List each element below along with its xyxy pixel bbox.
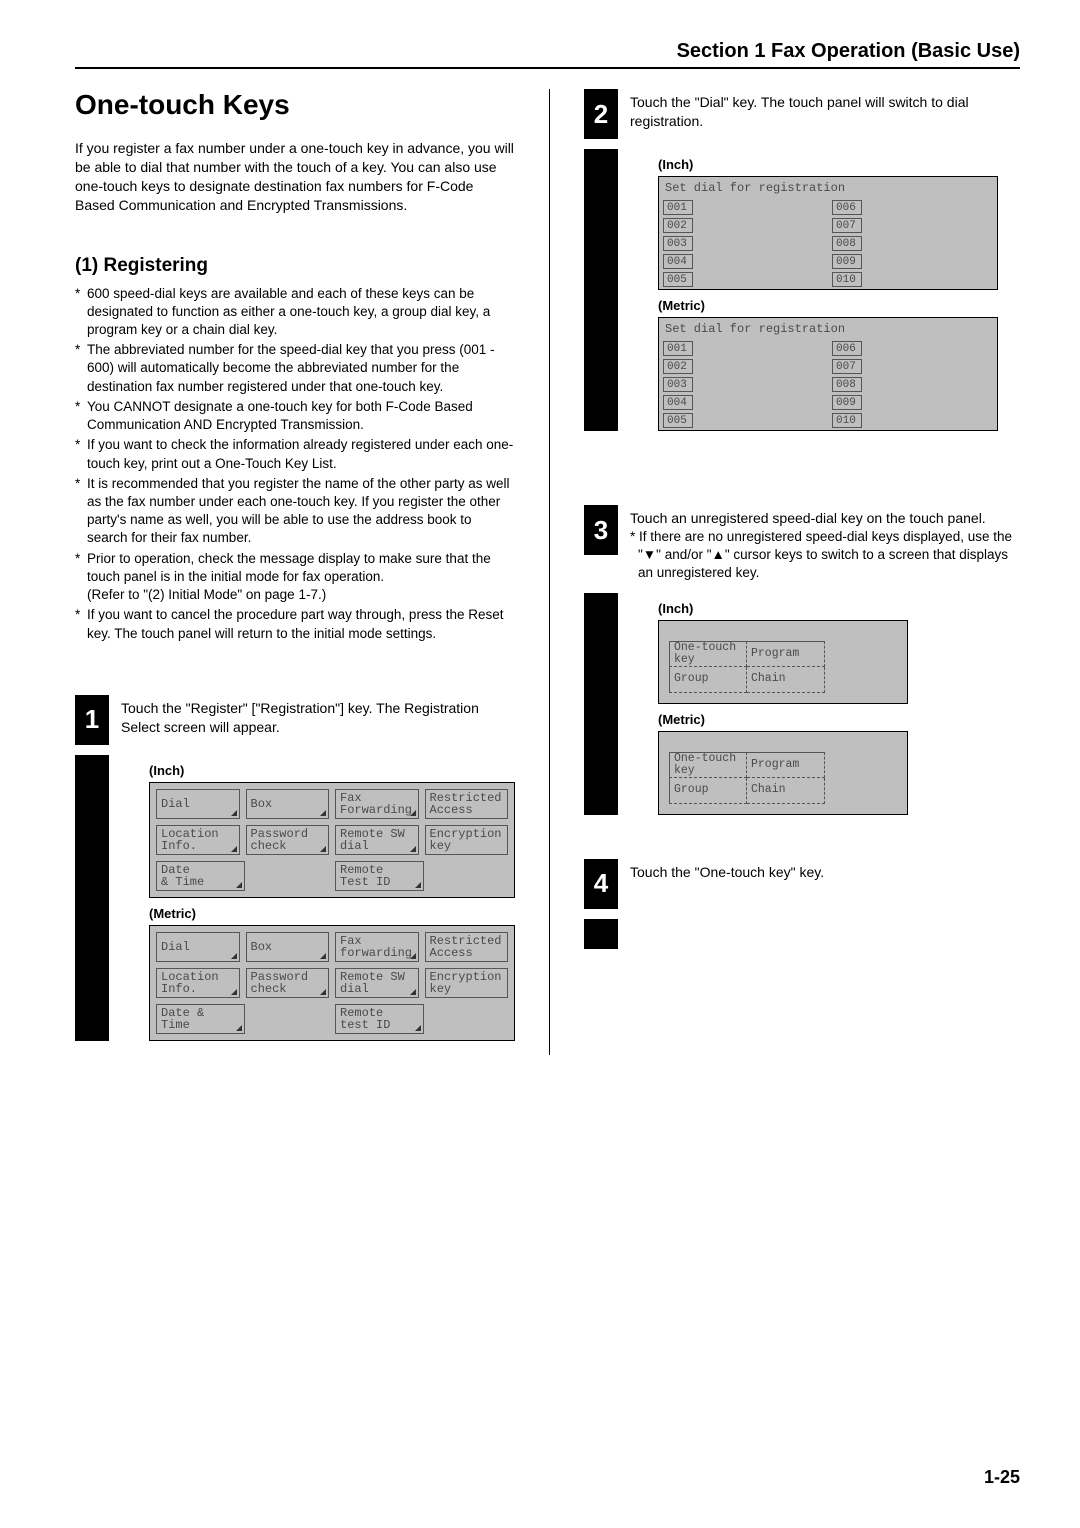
step-number: 1 <box>75 695 109 745</box>
metric-label: (Metric) <box>149 906 515 921</box>
program-button[interactable]: Program <box>747 641 825 667</box>
bullet-item: If you want to check the information alr… <box>75 436 515 472</box>
registering-heading: (1) Registering <box>75 255 515 277</box>
panel-sidebar <box>584 919 618 949</box>
dial-key[interactable]: 008 <box>832 236 862 251</box>
program-button[interactable]: Program <box>747 752 825 778</box>
section-header: Section 1 Fax Operation (Basic Use) <box>75 40 1020 63</box>
password-check-button[interactable]: Password check <box>246 968 330 998</box>
step-text: Touch the "One-touch key" key. <box>630 859 824 882</box>
bullet-item: If you want to cancel the procedure part… <box>75 606 515 642</box>
dial-key[interactable]: 001 <box>663 200 693 215</box>
password-check-button[interactable]: Password check <box>246 825 330 855</box>
group-button[interactable]: Group <box>669 667 747 693</box>
registration-panel-inch: Dial Box Fax Forwarding Restricted Acces… <box>149 782 515 898</box>
dial-key[interactable]: 005 <box>663 413 693 428</box>
step-2: 2 Touch the "Dial" key. The touch panel … <box>584 89 1020 139</box>
metric-label: (Metric) <box>658 298 1020 313</box>
box-button[interactable]: Box <box>246 789 330 819</box>
bullet-item: It is recommended that you register the … <box>75 475 515 548</box>
dial-registration-panel-inch: Set dial for registration 001 002 003 00… <box>658 176 998 290</box>
dial-panel-title: Set dial for registration <box>659 177 997 199</box>
registering-bullets: 600 speed-dial keys are available and ea… <box>75 285 515 643</box>
dial-key[interactable]: 001 <box>663 341 693 356</box>
dial-key[interactable]: 009 <box>832 395 862 410</box>
registration-panel-metric: Dial Box Fax forwarding Restricted Acces… <box>149 925 515 1041</box>
step-sub-text: * If there are no unregistered speed-dia… <box>630 528 1020 583</box>
dial-key[interactable]: 003 <box>663 236 693 251</box>
encryption-key-button[interactable]: Encryption key <box>425 968 509 998</box>
bullet-item: The abbreviated number for the speed-dia… <box>75 341 515 396</box>
dial-key[interactable]: 007 <box>832 218 862 233</box>
metric-label: (Metric) <box>658 712 1020 727</box>
dial-key[interactable]: 005 <box>663 272 693 287</box>
inch-label: (Inch) <box>149 763 515 778</box>
restricted-access-button[interactable]: Restricted Access <box>425 932 509 962</box>
dial-key[interactable]: 006 <box>832 341 862 356</box>
step-4: 4 Touch the "One-touch key" key. <box>584 859 1020 909</box>
panel-sidebar <box>75 755 109 1041</box>
chain-button[interactable]: Chain <box>747 778 825 804</box>
step-number: 2 <box>584 89 618 139</box>
step-number: 4 <box>584 859 618 909</box>
dial-key[interactable]: 010 <box>832 413 862 428</box>
section-rule <box>75 67 1020 69</box>
group-button[interactable]: Group <box>669 778 747 804</box>
inch-label: (Inch) <box>658 601 1020 616</box>
dial-registration-panel-metric: Set dial for registration 001 002 003 00… <box>658 317 998 431</box>
dial-key[interactable]: 006 <box>832 200 862 215</box>
step-3: 3 Touch an unregistered speed-dial key o… <box>584 505 1020 583</box>
dial-key[interactable]: 002 <box>663 359 693 374</box>
dial-key[interactable]: 009 <box>832 254 862 269</box>
location-info-button[interactable]: Location Info. <box>156 825 240 855</box>
intro-text: If you register a fax number under a one… <box>75 139 515 215</box>
step-number: 3 <box>584 505 618 555</box>
fax-forwarding-button[interactable]: Fax Forwarding <box>335 789 419 819</box>
step-text: Touch an unregistered speed-dial key on … <box>630 505 1020 528</box>
dial-key[interactable]: 004 <box>663 254 693 269</box>
keytype-panel-metric: One-touch key Program Group Chain <box>658 731 908 815</box>
remote-test-id-button[interactable]: Remote Test ID <box>335 861 424 891</box>
remote-test-id-button[interactable]: Remote test ID <box>335 1004 424 1034</box>
inch-label: (Inch) <box>658 157 1020 172</box>
page-number: 1-25 <box>984 1467 1020 1488</box>
column-divider <box>549 89 550 1055</box>
dial-panel-title: Set dial for registration <box>659 318 997 340</box>
dial-button[interactable]: Dial <box>156 789 240 819</box>
dial-key[interactable]: 010 <box>832 272 862 287</box>
dial-key[interactable]: 008 <box>832 377 862 392</box>
date-time-button[interactable]: Date & Time <box>156 1004 245 1034</box>
encryption-key-button[interactable]: Encryption key <box>425 825 509 855</box>
remote-sw-dial-button[interactable]: Remote SW dial <box>335 968 419 998</box>
panel-sidebar <box>584 149 618 431</box>
one-touch-key-button[interactable]: One-touch key <box>669 752 747 778</box>
dial-key[interactable]: 002 <box>663 218 693 233</box>
bullet-item: Prior to operation, check the message di… <box>75 550 515 605</box>
dial-key[interactable]: 007 <box>832 359 862 374</box>
dial-key[interactable]: 003 <box>663 377 693 392</box>
one-touch-key-button[interactable]: One-touch key <box>669 641 747 667</box>
fax-forwarding-button[interactable]: Fax forwarding <box>335 932 419 962</box>
step-1: 1 Touch the "Register" ["Registration"] … <box>75 695 515 745</box>
chain-button[interactable]: Chain <box>747 667 825 693</box>
step-text: Touch the "Register" ["Registration"] ke… <box>121 695 515 737</box>
restricted-access-button[interactable]: Restricted Access <box>425 789 509 819</box>
dial-button[interactable]: Dial <box>156 932 240 962</box>
keytype-panel-inch: One-touch key Program Group Chain <box>658 620 908 704</box>
dial-key[interactable]: 004 <box>663 395 693 410</box>
bullet-item: 600 speed-dial keys are available and ea… <box>75 285 515 340</box>
date-time-button[interactable]: Date & Time <box>156 861 245 891</box>
panel-sidebar <box>584 593 618 815</box>
page-title: One-touch Keys <box>75 89 515 121</box>
bullet-item: You CANNOT designate a one-touch key for… <box>75 398 515 434</box>
step-text: Touch the "Dial" key. The touch panel wi… <box>630 89 1020 131</box>
box-button[interactable]: Box <box>246 932 330 962</box>
location-info-button[interactable]: Location Info. <box>156 968 240 998</box>
remote-sw-dial-button[interactable]: Remote SW dial <box>335 825 419 855</box>
